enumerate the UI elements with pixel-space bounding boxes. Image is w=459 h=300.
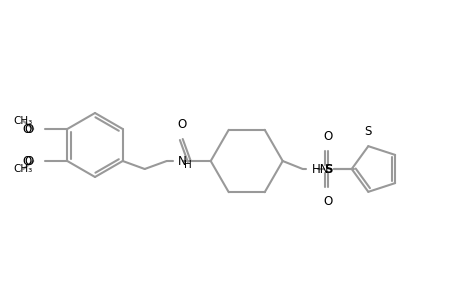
Text: O: O — [24, 154, 33, 167]
Text: S: S — [364, 125, 371, 138]
Text: O: O — [24, 122, 33, 136]
Text: O: O — [177, 118, 186, 131]
Text: CH₃: CH₃ — [14, 116, 33, 126]
Text: O: O — [322, 195, 331, 208]
Text: O: O — [22, 122, 31, 136]
Text: S: S — [324, 163, 332, 176]
Text: O: O — [322, 130, 331, 143]
Text: HN: HN — [311, 163, 329, 176]
Text: H: H — [183, 160, 191, 170]
Text: N: N — [177, 154, 186, 167]
Text: O: O — [22, 154, 31, 167]
Text: CH₃: CH₃ — [14, 164, 33, 174]
